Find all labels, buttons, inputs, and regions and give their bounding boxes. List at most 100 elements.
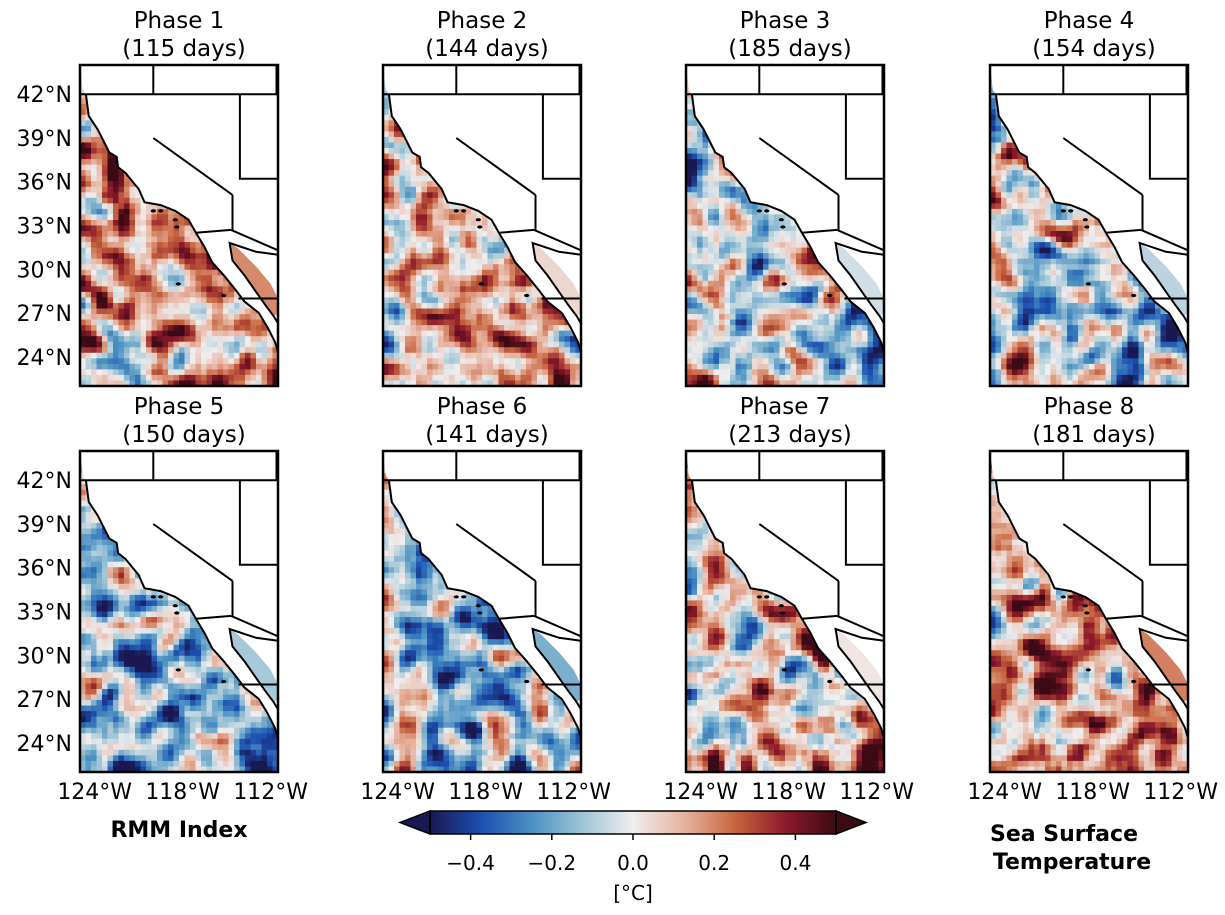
sst-cell — [195, 314, 202, 321]
sst-cell — [124, 203, 131, 210]
sst-cell — [146, 352, 153, 359]
sst-cell — [460, 253, 467, 260]
sst-cell — [168, 247, 175, 254]
sst-cell — [465, 369, 472, 376]
sst-cell — [383, 159, 390, 166]
sst-cell — [107, 275, 114, 282]
sst-cell — [504, 308, 511, 315]
sst-cell — [179, 363, 186, 370]
sst-cell — [168, 291, 175, 299]
sst-cell — [449, 264, 456, 271]
sst-cell — [432, 275, 439, 282]
island — [175, 282, 181, 286]
sst-cell — [691, 181, 698, 188]
map-outlines — [383, 65, 581, 357]
sst-cell — [465, 247, 472, 254]
sst-cell — [85, 269, 92, 276]
sst-cell — [531, 297, 538, 304]
sst-cell — [438, 336, 445, 343]
sst-cell — [217, 280, 224, 287]
sst-cell — [107, 369, 114, 376]
sst-cell — [195, 325, 202, 332]
sst-cell — [399, 186, 406, 193]
sst-cell — [691, 159, 698, 166]
sst-cell — [427, 280, 434, 287]
sst-cell — [383, 358, 390, 365]
sst-cell — [388, 136, 395, 144]
sst-cell — [410, 186, 417, 193]
sst-cell — [399, 269, 406, 276]
sst-cell — [151, 314, 158, 321]
sst-cell — [515, 280, 522, 287]
sst-cell — [91, 341, 98, 348]
sst-cell — [383, 92, 390, 99]
sst-cell — [85, 369, 92, 376]
sst-cell — [107, 297, 114, 304]
sst-cell — [394, 374, 401, 382]
sst-cell — [421, 314, 428, 321]
sst-cell — [107, 374, 114, 382]
sst-cell — [129, 302, 136, 310]
sst-cell — [146, 374, 153, 382]
sst-cell — [80, 269, 87, 276]
sst-cell — [449, 269, 456, 276]
sst-cell — [498, 236, 505, 243]
sst-cell — [515, 319, 522, 326]
sst-cell — [713, 153, 720, 160]
sst-cell — [548, 341, 555, 348]
sst-cell — [427, 186, 434, 193]
sst-cell — [504, 325, 511, 332]
sst-cell — [80, 142, 87, 149]
sst-cell — [107, 253, 114, 260]
sst-cell — [157, 308, 164, 315]
sst-cell — [124, 219, 131, 227]
sst-cell — [515, 363, 522, 370]
sst-cell — [96, 330, 103, 337]
sst-cell — [102, 258, 109, 265]
sst-cell — [168, 219, 175, 227]
sst-cell — [173, 269, 180, 276]
sst-cell — [686, 153, 693, 160]
sst-cell — [416, 197, 423, 204]
sst-cell — [410, 269, 417, 276]
sst-cell — [460, 341, 467, 348]
sst-cell — [146, 363, 153, 370]
sst-cell — [129, 369, 136, 376]
island — [453, 209, 459, 213]
sst-cell — [719, 170, 726, 177]
sst-cell — [129, 203, 136, 210]
sst-cell — [482, 269, 489, 276]
sst-cell — [102, 308, 109, 315]
sst-cell — [460, 280, 467, 287]
sst-cell — [394, 214, 401, 221]
sst-cell — [686, 109, 693, 116]
sst-cell — [405, 325, 412, 332]
sst-cell — [537, 374, 544, 382]
sst-cell — [80, 109, 87, 116]
panel-phase-3: Phase 3(185 days) — [684, 8, 886, 388]
sst-cell — [118, 170, 125, 177]
sst-cell — [239, 336, 246, 343]
sst-cell — [482, 242, 489, 249]
sst-cell — [498, 269, 505, 276]
sst-cell — [520, 352, 527, 359]
sst-cell — [498, 247, 505, 254]
sst-cell — [405, 236, 412, 243]
sst-cell — [471, 247, 478, 254]
sst-cell — [471, 347, 478, 354]
sst-cell — [454, 225, 461, 232]
sst-cell — [96, 358, 103, 365]
sst-cell — [140, 369, 147, 376]
sst-cell — [107, 186, 114, 193]
sst-cell — [575, 358, 581, 365]
sst-cell — [102, 231, 109, 238]
sst-cell — [201, 341, 208, 348]
sst-cell — [234, 341, 241, 348]
sst-cell — [151, 291, 158, 299]
sst-cell — [91, 231, 98, 238]
sst-cell — [520, 374, 527, 382]
sst-cell — [421, 352, 428, 359]
sst-cell — [421, 258, 428, 265]
sst-cell — [421, 247, 428, 254]
sst-cell — [416, 347, 423, 354]
